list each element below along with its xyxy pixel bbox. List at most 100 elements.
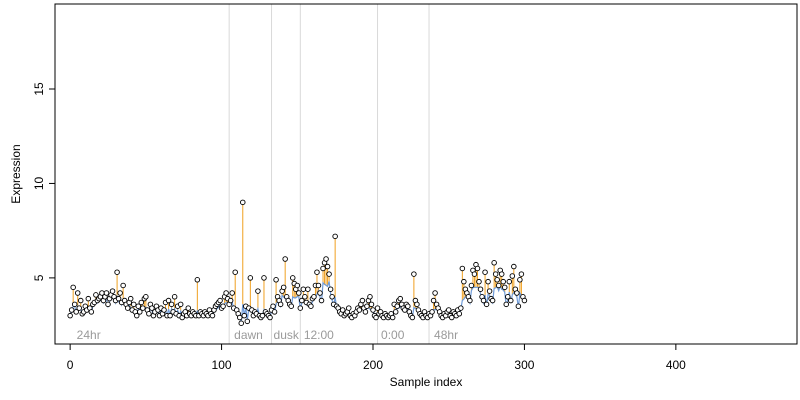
condition-label: dawn xyxy=(234,328,263,342)
data-point xyxy=(105,301,111,308)
data-point xyxy=(448,314,455,321)
data-point xyxy=(302,294,308,300)
data-point xyxy=(296,290,302,296)
data-point xyxy=(130,301,137,308)
data-point xyxy=(370,307,376,313)
data-point xyxy=(294,282,301,289)
data-point xyxy=(138,299,145,306)
data-point xyxy=(114,269,120,275)
condition-labels: 24hr dawn dusk 12:00 0:00 48hr xyxy=(77,328,458,342)
data-point xyxy=(120,282,126,289)
data-point xyxy=(485,278,491,285)
data-point xyxy=(143,294,149,300)
data-point xyxy=(70,284,76,291)
data-point xyxy=(74,290,81,296)
data-point xyxy=(238,320,245,326)
data-point xyxy=(374,305,381,311)
data-point xyxy=(518,271,525,277)
condition-label: 0:00 xyxy=(381,328,405,342)
data-point xyxy=(261,275,267,281)
data-point xyxy=(456,311,463,317)
data-point xyxy=(117,290,123,296)
data-point xyxy=(168,301,175,308)
data-point xyxy=(77,297,84,304)
data-point xyxy=(85,295,92,302)
data-point xyxy=(508,297,514,304)
data-point xyxy=(409,314,416,321)
data-point xyxy=(364,303,370,309)
data-point xyxy=(373,314,379,321)
data-point xyxy=(317,290,323,296)
data-point xyxy=(103,290,110,296)
data-point xyxy=(458,305,464,311)
data-point xyxy=(506,278,513,285)
data-point xyxy=(297,305,304,311)
data-point xyxy=(282,256,288,262)
data-point xyxy=(515,303,522,309)
data-point xyxy=(432,290,438,296)
data-point xyxy=(232,269,238,275)
data-point xyxy=(165,297,172,304)
data-point xyxy=(356,307,363,313)
data-point xyxy=(445,307,452,313)
data-point xyxy=(429,309,435,315)
data-point xyxy=(324,263,331,270)
data-point xyxy=(459,265,466,272)
data-point xyxy=(491,260,497,266)
data-point xyxy=(241,312,248,319)
data-point xyxy=(501,284,508,291)
data-point xyxy=(332,233,338,240)
condition-label: 12:00 xyxy=(304,328,334,342)
data-point xyxy=(521,297,528,304)
data-point xyxy=(289,275,296,281)
x-tick-label: 0 xyxy=(67,358,74,372)
data-point xyxy=(220,303,226,309)
data-point xyxy=(115,295,122,302)
data-point xyxy=(280,284,287,291)
data-point xyxy=(367,294,373,300)
condition-label: 24hr xyxy=(77,328,101,342)
data-point xyxy=(430,297,437,304)
data-point xyxy=(247,275,254,281)
data-point xyxy=(503,301,510,308)
data-point xyxy=(359,297,366,304)
data-point xyxy=(244,318,251,325)
data-point xyxy=(140,305,146,311)
data-point xyxy=(270,303,276,309)
condition-label: 48hr xyxy=(434,328,458,342)
data-point xyxy=(177,301,184,308)
data-point xyxy=(217,297,223,304)
data-point xyxy=(240,199,246,206)
data-point xyxy=(492,271,499,277)
data-point xyxy=(68,307,75,313)
data-point xyxy=(471,271,478,277)
x-tick-label: 100 xyxy=(212,358,232,372)
data-point xyxy=(109,288,116,294)
data-point xyxy=(167,312,173,319)
data-point xyxy=(411,271,417,277)
x-tick-label: 400 xyxy=(666,358,686,372)
data-point xyxy=(185,305,192,311)
x-tick-label: 200 xyxy=(363,358,383,372)
x-axis-title: Sample index xyxy=(390,375,463,389)
data-point xyxy=(346,305,352,311)
y-tick-label: 5 xyxy=(32,274,46,281)
data-point xyxy=(480,297,487,304)
data-point xyxy=(137,309,143,315)
data-point xyxy=(308,303,314,309)
data-point xyxy=(71,301,78,308)
data-point xyxy=(288,303,294,309)
data-point xyxy=(329,294,335,300)
data-point xyxy=(127,295,134,302)
data-point xyxy=(161,307,167,313)
plot-frame xyxy=(54,3,798,345)
data-point xyxy=(271,309,278,315)
data-point xyxy=(149,305,155,311)
data-point xyxy=(223,290,229,296)
data-point xyxy=(468,282,475,289)
data-point xyxy=(311,294,317,300)
data-point xyxy=(327,286,334,292)
data-point xyxy=(299,297,305,304)
data-point xyxy=(227,297,234,304)
